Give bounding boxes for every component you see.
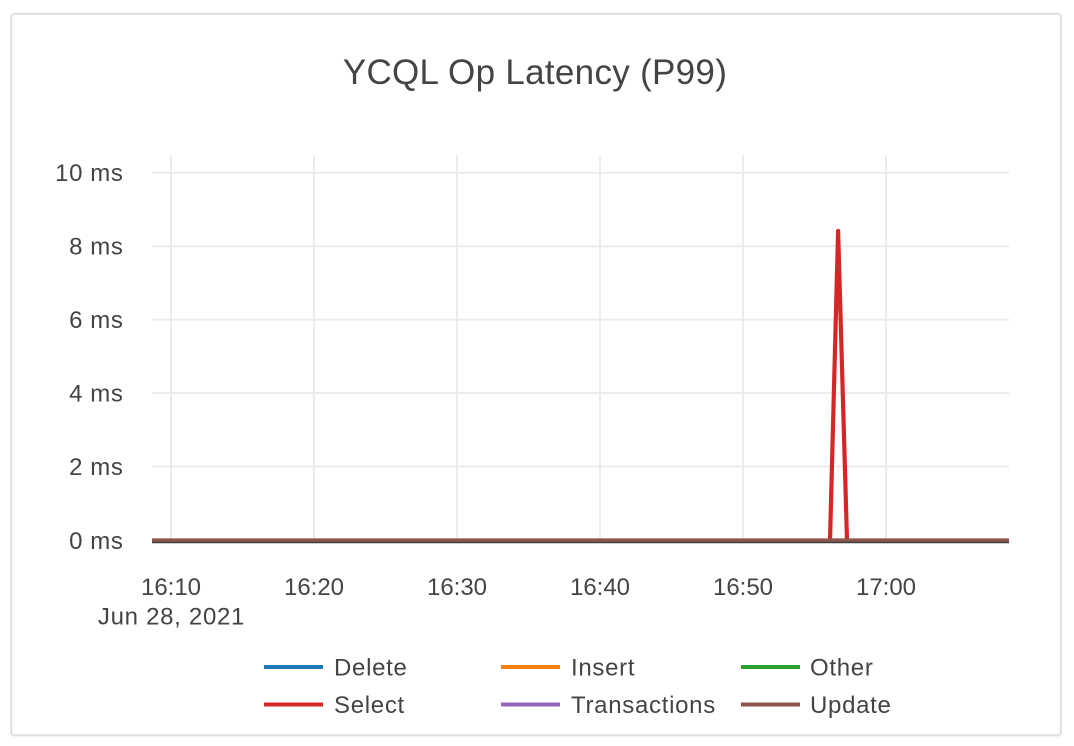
svg-text:Transactions: Transactions xyxy=(571,692,716,719)
svg-text:Update: Update xyxy=(810,692,892,719)
svg-text:16:40: 16:40 xyxy=(570,574,630,601)
svg-text:Jun 28, 2021: Jun 28, 2021 xyxy=(98,604,245,631)
svg-text:10 ms: 10 ms xyxy=(55,160,123,187)
svg-text:YCQL Op Latency (P99): YCQL Op Latency (P99) xyxy=(343,53,727,92)
svg-text:8 ms: 8 ms xyxy=(69,234,123,261)
svg-text:Select: Select xyxy=(334,692,405,719)
svg-text:0 ms: 0 ms xyxy=(69,528,123,555)
svg-text:16:10: 16:10 xyxy=(141,574,201,601)
svg-text:Other: Other xyxy=(810,655,874,682)
svg-text:Insert: Insert xyxy=(571,655,635,682)
svg-text:Delete: Delete xyxy=(334,655,408,682)
svg-text:16:20: 16:20 xyxy=(284,574,344,601)
svg-text:6 ms: 6 ms xyxy=(69,307,123,334)
svg-text:2 ms: 2 ms xyxy=(69,454,123,481)
svg-text:16:30: 16:30 xyxy=(427,574,487,601)
svg-text:17:00: 17:00 xyxy=(856,574,916,601)
svg-text:4 ms: 4 ms xyxy=(69,381,123,408)
svg-text:16:50: 16:50 xyxy=(713,574,773,601)
